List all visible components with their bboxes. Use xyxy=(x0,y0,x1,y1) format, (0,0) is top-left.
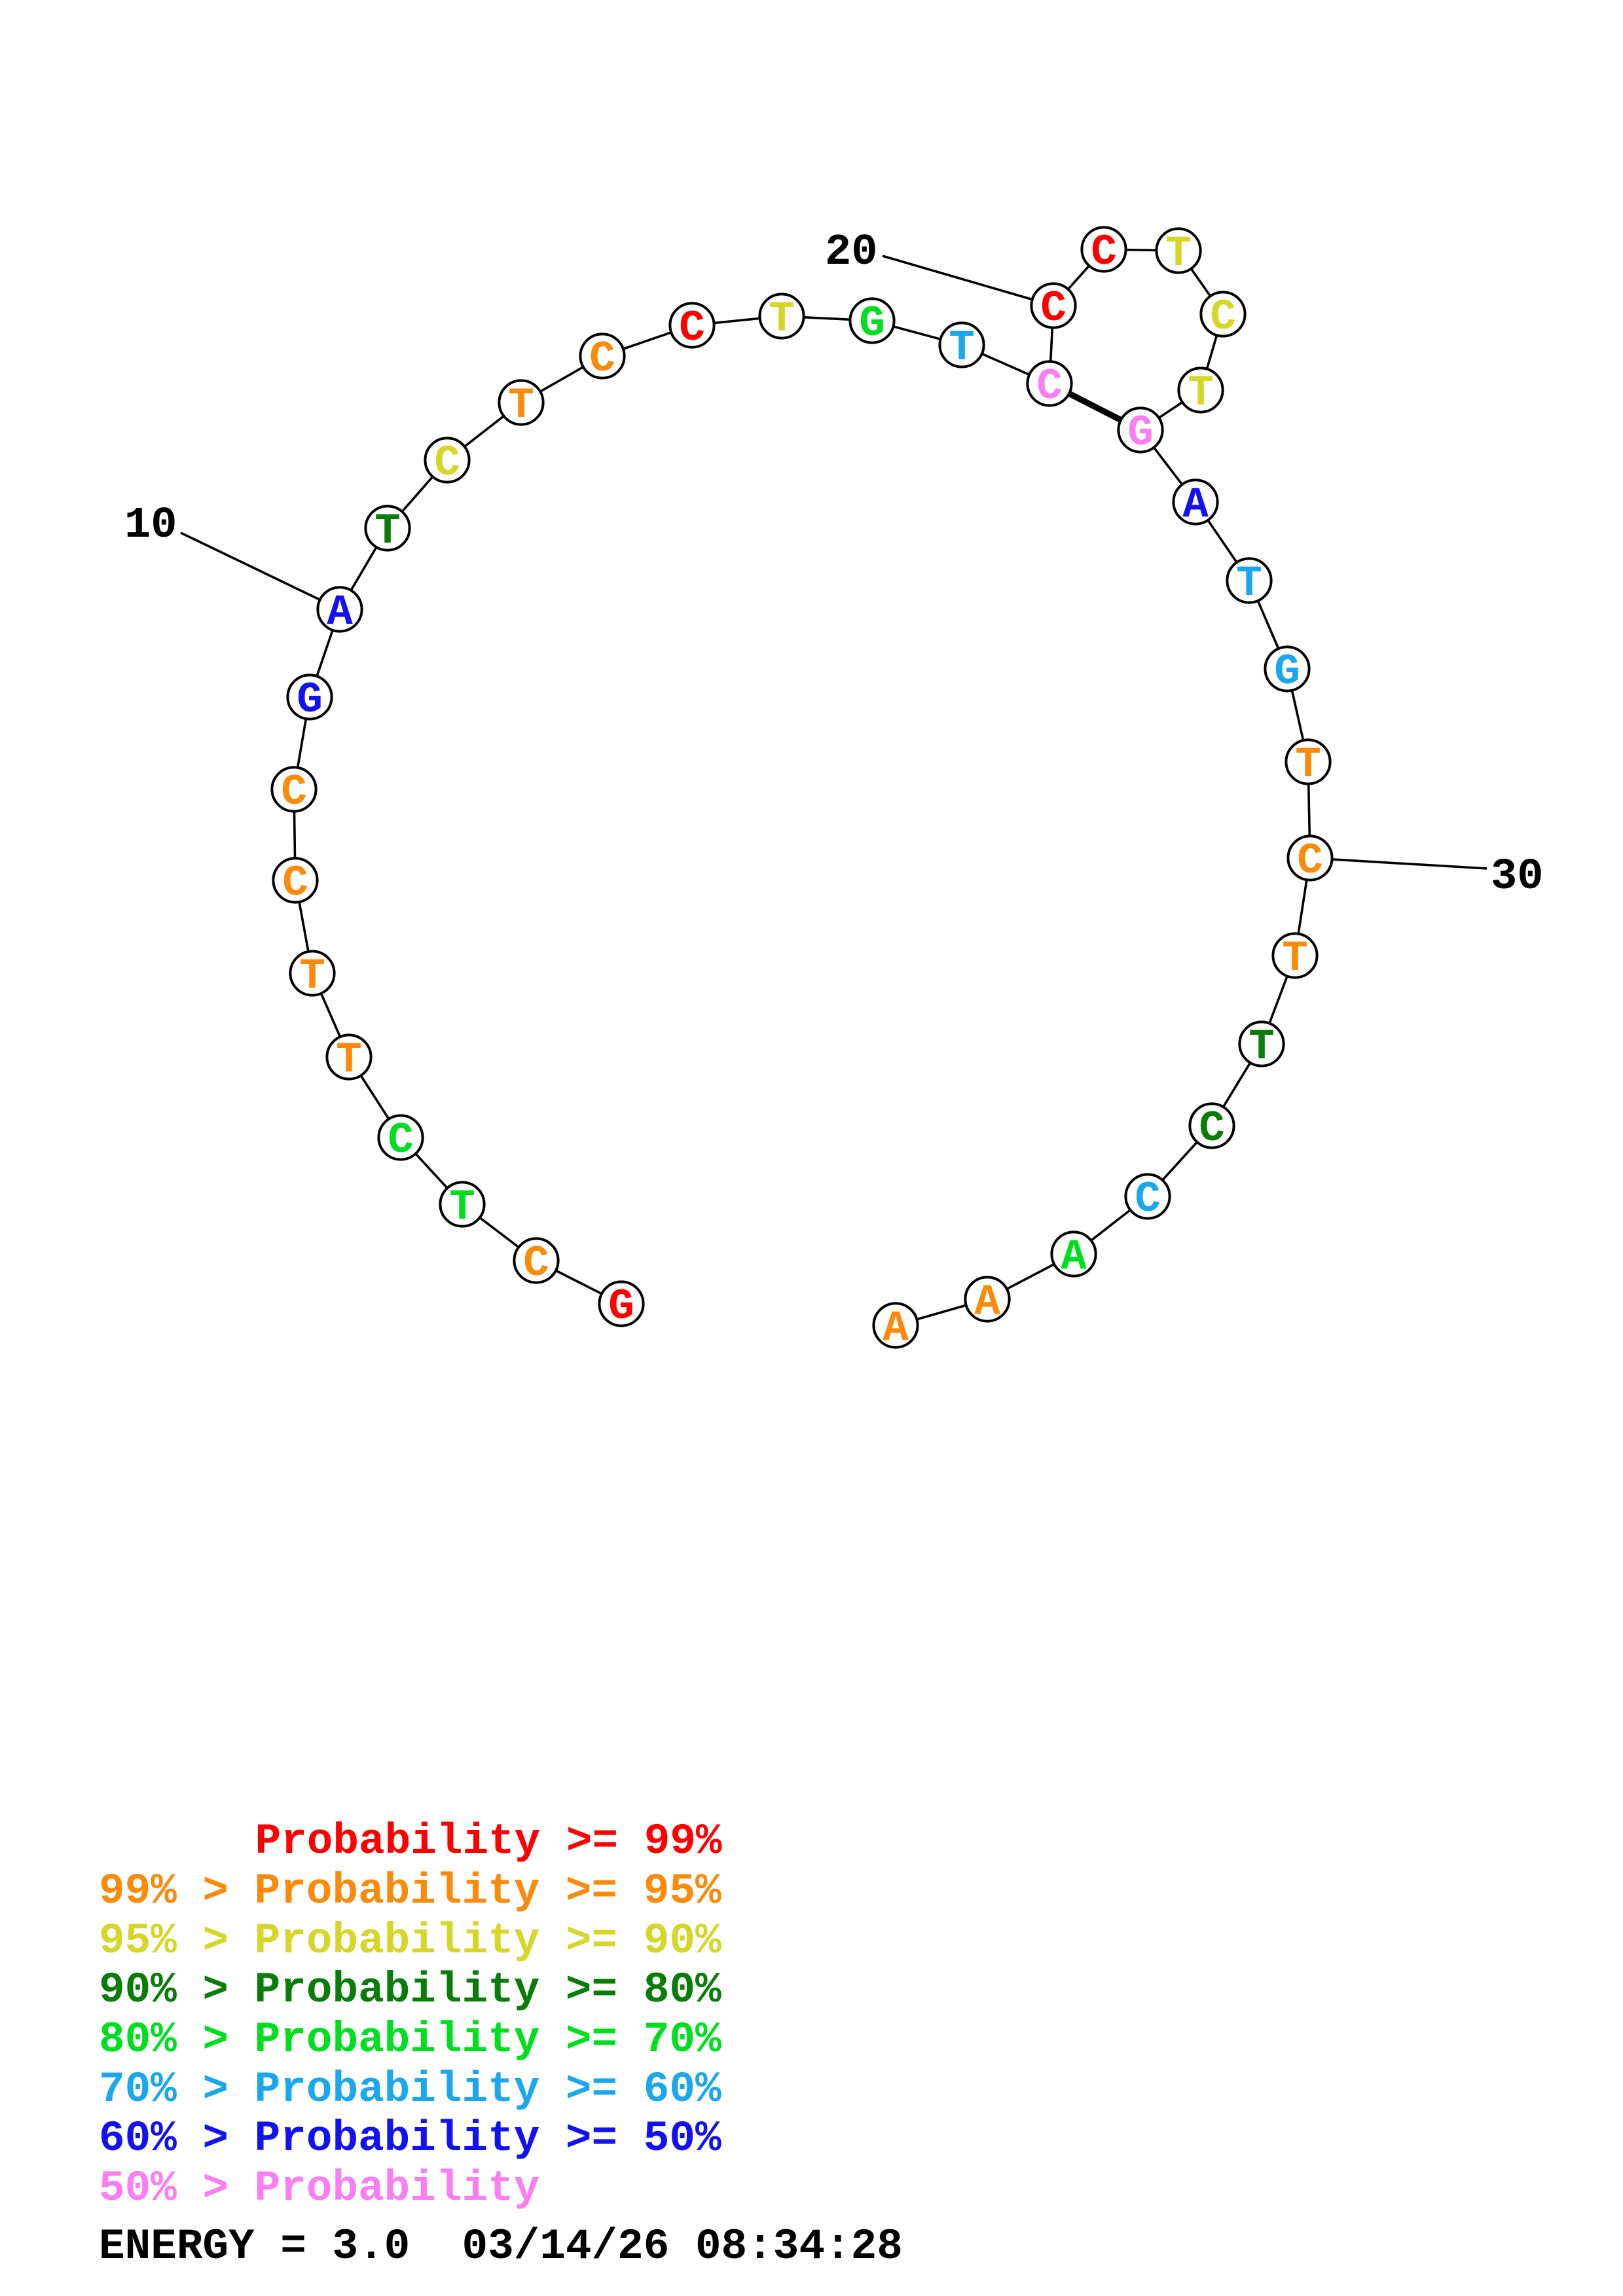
svg-text:95% > Probability >= 90%: 95% > Probability >= 90% xyxy=(99,1916,721,1965)
svg-text:G: G xyxy=(297,675,323,725)
svg-text:C: C xyxy=(282,859,308,908)
svg-text:T: T xyxy=(769,295,795,344)
svg-text:C: C xyxy=(1297,836,1323,886)
svg-text:Probability >= 99%: Probability >= 99% xyxy=(255,1817,722,1866)
svg-text:C: C xyxy=(1040,284,1067,333)
svg-text:20: 20 xyxy=(825,228,877,278)
svg-text:T: T xyxy=(1282,934,1308,983)
svg-text:C: C xyxy=(589,334,615,384)
svg-text:C: C xyxy=(1199,1104,1225,1153)
svg-text:T: T xyxy=(949,323,975,372)
svg-text:A: A xyxy=(1182,480,1209,529)
svg-text:C: C xyxy=(1135,1175,1161,1224)
svg-text:A: A xyxy=(327,588,353,637)
svg-text:80% > Probability >= 70%: 80% > Probability >= 70% xyxy=(99,2015,721,2064)
svg-text:C: C xyxy=(388,1116,414,1165)
svg-text:C: C xyxy=(1036,362,1063,411)
svg-text:90% > Probability >= 80%: 90% > Probability >= 80% xyxy=(99,1965,721,2015)
svg-text:70% > Probability >= 60%: 70% > Probability >= 60% xyxy=(99,2065,721,2114)
svg-text:C: C xyxy=(281,768,307,817)
svg-text:50% > Probability: 50% > Probability xyxy=(99,2164,539,2213)
svg-text:A: A xyxy=(1061,1232,1087,1282)
svg-text:C: C xyxy=(1210,293,1236,342)
svg-text:C: C xyxy=(679,304,705,353)
svg-text:T: T xyxy=(1249,1022,1275,1071)
svg-text:C: C xyxy=(1091,228,1117,277)
svg-text:A: A xyxy=(974,1278,1000,1327)
svg-text:A: A xyxy=(883,1304,909,1353)
svg-text:G: G xyxy=(859,299,885,348)
svg-text:G: G xyxy=(1274,647,1300,696)
svg-text:T: T xyxy=(1165,229,1192,278)
svg-text:ENERGY = 3.0 03/14/26 08:34:2: ENERGY = 3.0 03/14/26 08:34:28 xyxy=(99,2222,903,2271)
svg-text:60% > Probability >= 50%: 60% > Probability >= 50% xyxy=(99,2114,721,2163)
svg-text:C: C xyxy=(434,439,460,488)
svg-text:10: 10 xyxy=(124,501,177,550)
svg-text:T: T xyxy=(374,507,401,556)
svg-text:G: G xyxy=(608,1282,634,1331)
svg-text:T: T xyxy=(449,1183,475,1232)
svg-text:99% > Probability >= 95%: 99% > Probability >= 95% xyxy=(99,1867,721,1916)
svg-text:T: T xyxy=(1188,368,1214,418)
svg-text:T: T xyxy=(336,1035,362,1085)
svg-text:C: C xyxy=(523,1239,549,1288)
svg-text:T: T xyxy=(1236,559,1262,608)
svg-text:30: 30 xyxy=(1491,852,1543,902)
svg-text:T: T xyxy=(299,952,325,1001)
svg-text:T: T xyxy=(508,381,534,430)
svg-text:G: G xyxy=(1127,408,1154,457)
svg-text:T: T xyxy=(1295,740,1321,789)
